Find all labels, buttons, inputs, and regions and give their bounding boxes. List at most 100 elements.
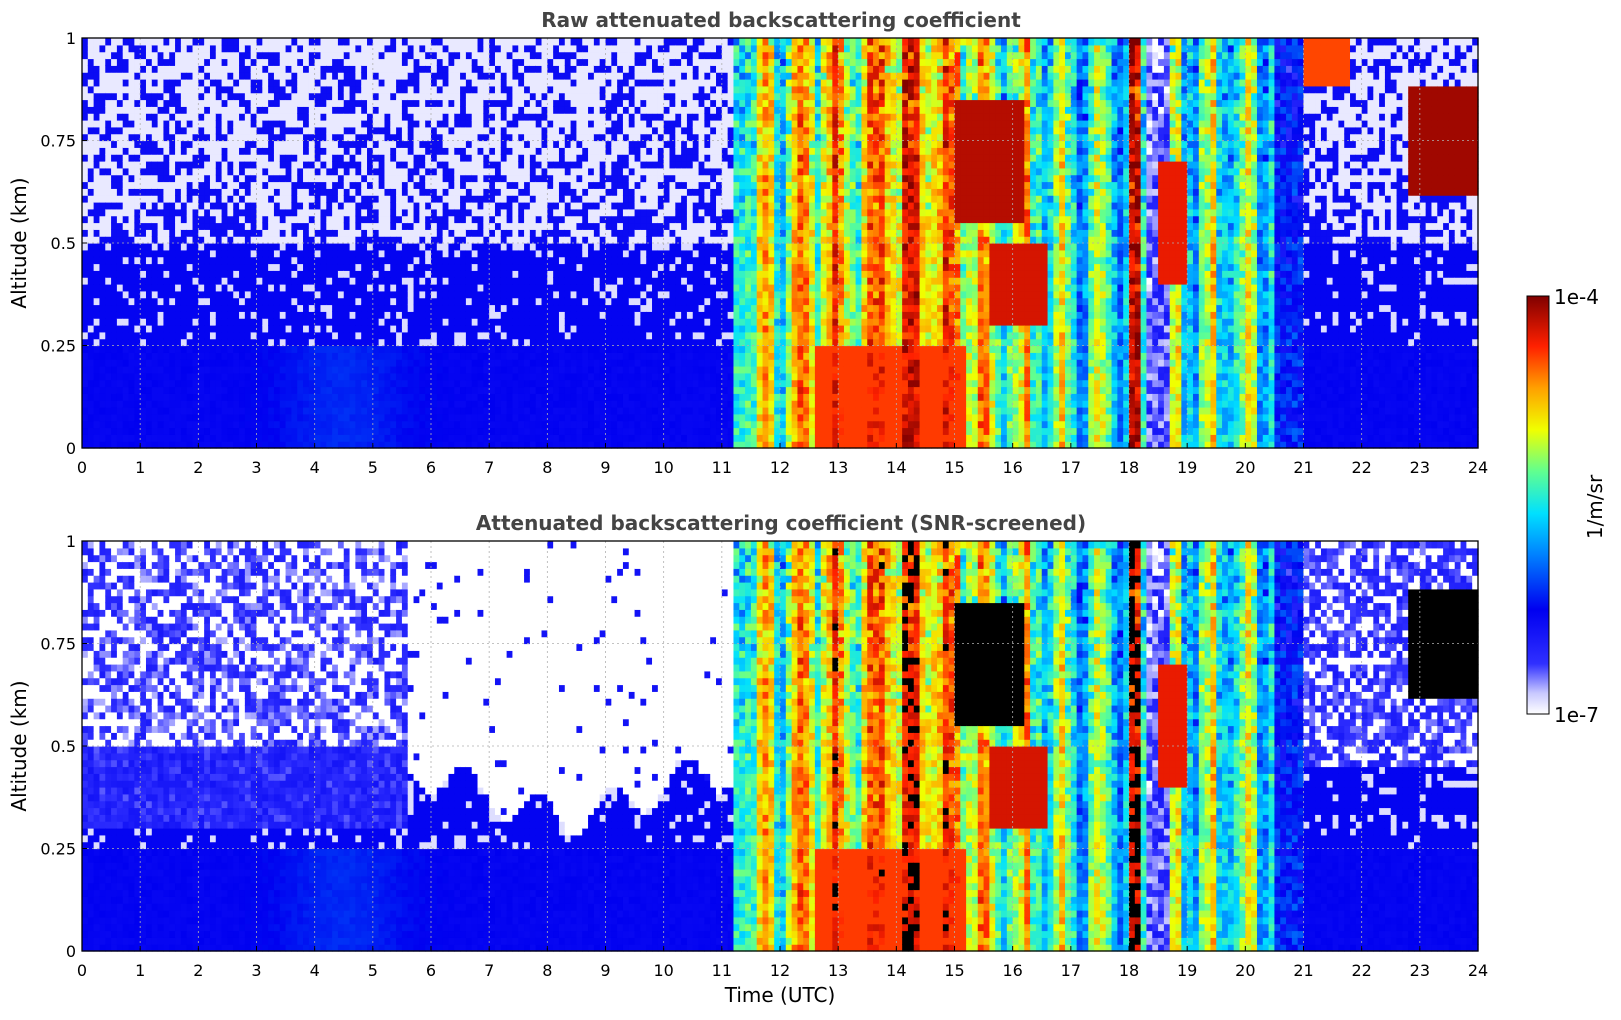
heatmap-cell (239, 420, 246, 429)
heatmap-cell (448, 297, 455, 306)
heatmap-cell (82, 99, 89, 107)
heatmap-cell (285, 188, 292, 196)
heatmap-cell (553, 188, 560, 196)
heatmap-cell (442, 256, 450, 265)
heatmap-cell (390, 72, 397, 80)
heatmap-cell (535, 126, 543, 135)
heatmap-cell (268, 188, 275, 196)
heatmap-cell (553, 85, 560, 94)
heatmap-cell (268, 154, 275, 162)
heatmap-cell (355, 167, 362, 176)
heatmap-cell (343, 352, 351, 360)
heatmap-cell (460, 174, 467, 183)
heatmap-cell (140, 263, 147, 271)
heatmap-cell (82, 106, 89, 114)
heatmap-cell (93, 372, 101, 381)
heatmap-cell (180, 338, 188, 347)
heatmap-cell (151, 318, 159, 326)
heatmap-cell (256, 147, 263, 155)
heatmap-cell (227, 58, 234, 66)
heatmap-cell (285, 407, 292, 415)
heatmap-cell (268, 304, 275, 312)
heatmap-cell (308, 393, 316, 401)
heatmap-cell (128, 44, 135, 53)
heatmap-cell (494, 215, 502, 224)
heatmap-cell (506, 44, 514, 53)
heatmap-cell (518, 331, 525, 340)
heatmap-cell (332, 311, 339, 319)
heatmap-cell (134, 229, 141, 237)
heatmap-cell (134, 379, 141, 388)
heatmap-cell (93, 229, 101, 237)
heatmap-cell (116, 195, 124, 203)
heatmap-cell (204, 297, 211, 306)
heatmap-cell (215, 140, 223, 148)
heatmap-cell (384, 386, 391, 394)
heatmap-cell (361, 133, 368, 142)
heatmap-cell (506, 420, 514, 429)
heatmap-cell (390, 345, 397, 353)
heatmap-cell (134, 174, 141, 183)
heatmap-cell (512, 372, 519, 381)
heatmap-cell (477, 120, 484, 128)
heatmap-cell (163, 420, 170, 429)
heatmap-cell (553, 113, 560, 121)
heatmap-cell (163, 167, 170, 176)
heatmap-cell (93, 79, 101, 87)
heatmap-cell (558, 229, 566, 237)
heatmap-cell (477, 147, 484, 155)
heatmap-cell (343, 270, 351, 278)
heatmap-cell (291, 256, 298, 265)
heatmap-cell (239, 284, 246, 292)
heatmap-cell (553, 154, 560, 162)
heatmap-cell (512, 400, 519, 408)
heatmap-cell (419, 92, 426, 101)
heatmap-cell (384, 99, 391, 107)
heatmap-cell (157, 51, 165, 60)
heatmap-cell (93, 92, 101, 101)
heatmap-cell (460, 120, 467, 128)
heatmap-cell (471, 345, 479, 353)
heatmap-cell (122, 195, 130, 203)
heatmap-cell (361, 202, 368, 210)
heatmap-cell (169, 44, 176, 53)
heatmap-cell (145, 120, 153, 128)
heatmap-cell (500, 338, 508, 347)
heatmap-cell (273, 188, 281, 196)
heatmap-cell (145, 126, 153, 135)
heatmap-cell (524, 400, 531, 408)
heatmap-cell (99, 236, 106, 244)
heatmap-cell (128, 167, 135, 176)
heatmap-cell (256, 133, 263, 142)
heatmap-cell (337, 338, 345, 347)
heatmap-cell (512, 99, 519, 107)
heatmap-cell (436, 345, 444, 353)
heatmap-cell (529, 304, 537, 312)
heatmap-cell (285, 154, 292, 162)
heatmap-cell (82, 290, 89, 299)
heatmap-cell (372, 249, 380, 258)
heatmap-cell (320, 85, 327, 94)
heatmap-cell (529, 427, 537, 435)
heatmap-cell (297, 427, 304, 435)
heatmap-cell (535, 284, 543, 292)
heatmap-cell (442, 407, 450, 415)
heatmap-cell (285, 167, 292, 176)
heatmap-cell (279, 85, 287, 94)
heatmap-cell (442, 434, 450, 442)
heatmap-cell (262, 325, 269, 333)
heatmap-cell (512, 38, 519, 46)
heatmap-cell (477, 161, 484, 169)
heatmap-cell (547, 277, 554, 285)
heatmap-cell (337, 318, 345, 326)
heatmap-cell (163, 140, 170, 148)
heatmap-cell (215, 215, 223, 224)
heatmap-cell (553, 65, 560, 73)
heatmap-cell (494, 249, 502, 258)
heatmap-cell (431, 345, 438, 353)
heatmap-cell (512, 270, 519, 278)
heatmap-cell (297, 106, 304, 114)
heatmap-cell (285, 85, 292, 94)
heatmap-cell (285, 290, 292, 299)
heatmap-cell (273, 325, 281, 333)
